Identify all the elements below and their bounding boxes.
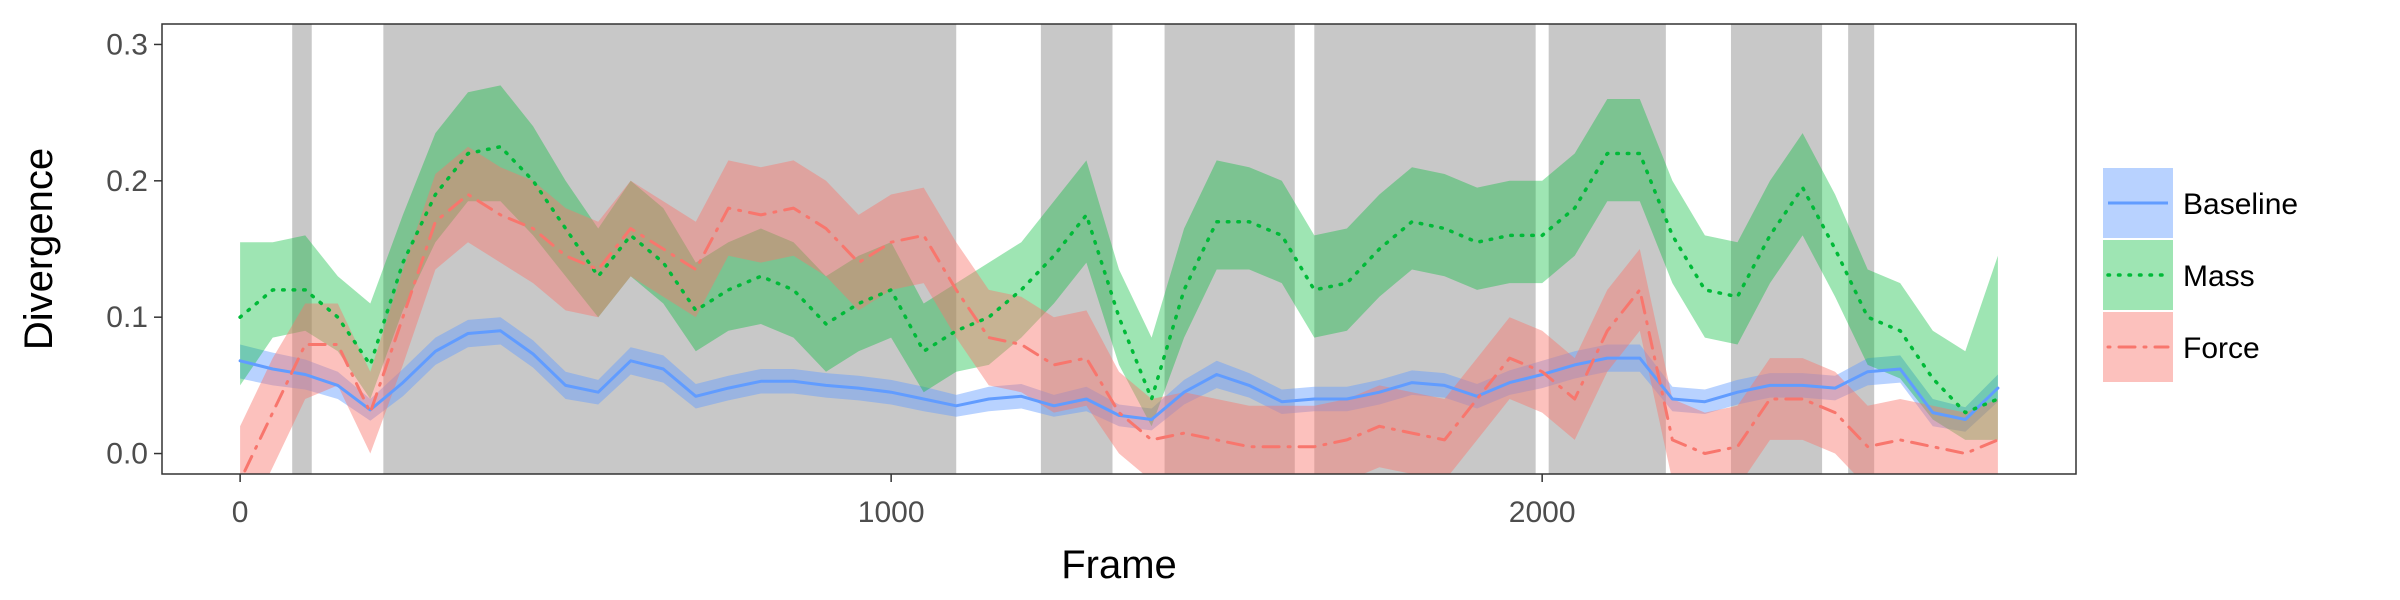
- shaded-interval: [1848, 24, 1875, 474]
- y-tick-label: 0.1: [106, 301, 148, 334]
- confidence-ribbons: [240, 85, 1998, 474]
- legend-item-mass: Mass: [2103, 240, 2255, 310]
- ribbon-baseline: [240, 317, 1998, 432]
- shaded-interval: [383, 24, 957, 474]
- x-tick-label: 2000: [1509, 496, 1576, 529]
- x-tick-label: 0: [232, 496, 249, 529]
- legend-item-force: Force: [2103, 312, 2260, 382]
- legend-label-baseline: Baseline: [2183, 188, 2298, 221]
- series-lines: [238, 144, 2000, 474]
- y-tick-label: 0.3: [106, 28, 148, 61]
- y-tick-label: 0.0: [106, 438, 148, 471]
- y-tick-label: 0.2: [106, 165, 148, 198]
- legend-label-force: Force: [2183, 332, 2260, 365]
- plot-border: [161, 23, 2077, 475]
- legend: Baseline Mass Force: [2103, 168, 2298, 382]
- x-tick-label: 1000: [858, 496, 925, 529]
- line-baseline: [238, 329, 2000, 421]
- shaded-interval: [1040, 24, 1113, 474]
- ribbon-force: [240, 146, 1998, 474]
- y-axis-title: Divergence: [17, 148, 61, 350]
- legend-label-mass: Mass: [2183, 260, 2255, 293]
- shaded-interval: [1548, 24, 1666, 474]
- axes: 0 1000 2000 0.0 0.1 0.2 0.3: [106, 28, 1575, 529]
- legend-item-baseline: Baseline: [2103, 168, 2298, 238]
- ribbon-mass: [240, 85, 1998, 440]
- x-axis-title: Frame: [1061, 543, 1177, 587]
- line-force: [241, 193, 2000, 474]
